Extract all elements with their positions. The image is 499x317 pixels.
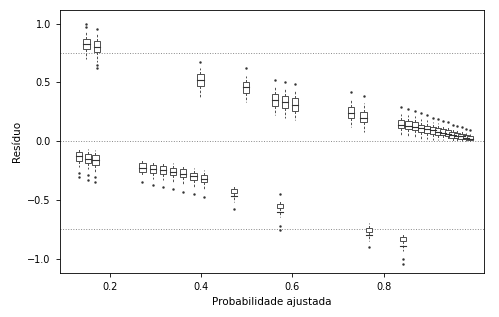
Bar bbox=[150, 165, 156, 173]
Bar bbox=[76, 152, 82, 161]
Bar bbox=[201, 175, 207, 182]
Bar bbox=[445, 131, 451, 136]
Bar bbox=[360, 112, 367, 122]
Bar bbox=[400, 237, 407, 241]
Bar bbox=[405, 121, 412, 129]
Bar bbox=[197, 74, 204, 86]
Bar bbox=[459, 134, 465, 139]
Bar bbox=[440, 129, 446, 135]
Bar bbox=[424, 126, 430, 133]
Bar bbox=[418, 125, 424, 132]
Bar bbox=[467, 136, 473, 140]
Bar bbox=[292, 98, 298, 111]
Bar bbox=[430, 127, 436, 134]
Y-axis label: Resíduo: Resíduo bbox=[12, 120, 22, 162]
X-axis label: Probabilidade ajustada: Probabilidade ajustada bbox=[212, 297, 332, 307]
Bar bbox=[276, 204, 283, 208]
Bar bbox=[231, 189, 238, 193]
Bar bbox=[94, 41, 100, 52]
Bar bbox=[398, 120, 404, 128]
Bar bbox=[282, 96, 288, 108]
Bar bbox=[243, 82, 249, 93]
Bar bbox=[83, 39, 89, 49]
Bar bbox=[454, 133, 460, 138]
Bar bbox=[190, 173, 197, 180]
Bar bbox=[412, 122, 418, 131]
Bar bbox=[160, 166, 166, 174]
Bar bbox=[170, 168, 176, 175]
Bar bbox=[366, 228, 372, 231]
Bar bbox=[435, 128, 441, 135]
Bar bbox=[272, 94, 278, 106]
Bar bbox=[139, 163, 146, 171]
Bar bbox=[450, 132, 456, 138]
Bar bbox=[180, 169, 186, 178]
Bar bbox=[463, 135, 469, 139]
Bar bbox=[348, 107, 354, 118]
Bar bbox=[85, 154, 91, 163]
Bar bbox=[92, 155, 99, 165]
